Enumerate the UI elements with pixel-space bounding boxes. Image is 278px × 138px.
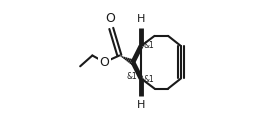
Text: &1: &1 [143,75,154,84]
Text: H: H [137,14,145,24]
Text: O: O [105,12,115,25]
Text: H: H [137,100,145,110]
Text: &1: &1 [127,72,138,81]
Text: &1: &1 [143,41,154,50]
Text: O: O [100,56,110,69]
